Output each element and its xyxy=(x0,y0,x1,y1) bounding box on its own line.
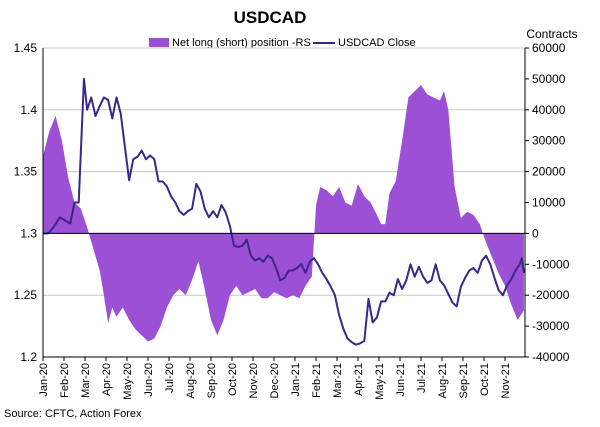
legend-swatch-net-position xyxy=(149,38,169,47)
left-tick-label: 1.45 xyxy=(14,41,38,55)
usdcad-line xyxy=(43,77,525,346)
right-tick-label: 60000 xyxy=(532,41,566,55)
x-tick-label: Nov-21 xyxy=(500,363,512,398)
x-tick-label: Mar-21 xyxy=(332,363,344,398)
left-tick-label: 1.4 xyxy=(20,103,37,117)
right-tick-label: 10000 xyxy=(532,196,566,210)
right-tick-label: -30000 xyxy=(532,319,570,333)
x-tick-label: Oct-20 xyxy=(227,363,239,396)
right-tick-label: -10000 xyxy=(532,257,570,271)
x-tick-label: Mar-20 xyxy=(80,363,92,398)
right-axis-ticks: -40000 -30000 -20000 -10000 0 10000 20000 30000… xyxy=(525,41,570,364)
chart-title: USDCAD xyxy=(234,8,307,27)
legend: Net long (short) position -RS USDCAD Clo… xyxy=(149,37,416,49)
right-tick-label: 30000 xyxy=(532,134,566,148)
left-tick-label: 1.35 xyxy=(14,165,38,179)
right-tick-label: 0 xyxy=(532,226,539,240)
right-tick-label: 40000 xyxy=(532,103,566,117)
x-tick-label: Jul-20 xyxy=(164,363,176,393)
x-tick-label: Dec-20 xyxy=(269,363,281,398)
x-tick-label: Apr-20 xyxy=(101,363,113,396)
right-tick-label: 50000 xyxy=(532,72,566,86)
right-tick-label: -20000 xyxy=(532,288,570,302)
x-tick-label: Sep-21 xyxy=(458,363,470,398)
x-tick-label: Aug-21 xyxy=(437,363,449,398)
x-tick-label: Aug-20 xyxy=(185,363,197,398)
x-tick-label: May-20 xyxy=(122,363,134,400)
x-tick-label: Feb-20 xyxy=(59,363,71,398)
x-tick-label: Jul-21 xyxy=(416,363,428,393)
right-axis-label: Contracts xyxy=(526,27,577,41)
x-tick-label: Jun-20 xyxy=(143,363,155,397)
left-tick-label: 1.25 xyxy=(14,288,38,302)
right-tick-label: 20000 xyxy=(532,165,566,179)
source-note: Source: CFTC, Action Forex xyxy=(4,408,142,420)
usdcad-line-path xyxy=(43,77,525,346)
legend-label-usdcad: USDCAD Close xyxy=(338,37,416,49)
left-tick-label: 1.3 xyxy=(20,226,37,240)
x-tick-label: Jan-21 xyxy=(290,363,302,397)
x-tick-label: Jun-21 xyxy=(395,363,407,397)
left-tick-label: 1.2 xyxy=(20,350,37,364)
x-tick-label: Oct-21 xyxy=(479,363,491,396)
x-tick-label: May-21 xyxy=(374,363,386,400)
x-tick-label: Jan-20 xyxy=(38,363,50,397)
left-axis-ticks: 1.2 1.25 1.3 1.35 1.4 1.45 xyxy=(14,41,38,364)
x-tick-label: Feb-21 xyxy=(311,363,323,398)
x-tick-label: Apr-21 xyxy=(353,363,365,396)
net-position-area-shape xyxy=(43,85,524,342)
right-tick-label: -40000 xyxy=(532,350,570,364)
net-position-area xyxy=(43,85,524,342)
legend-label-net-position: Net long (short) position -RS xyxy=(172,37,311,49)
x-tick-label: Nov-20 xyxy=(248,363,260,398)
x-tick-label: Sep-20 xyxy=(206,363,218,398)
x-axis-ticks: Jan-20 Feb-20 Mar-20 Apr-20 May-20 Jun-20 Jul-… xyxy=(38,357,512,400)
